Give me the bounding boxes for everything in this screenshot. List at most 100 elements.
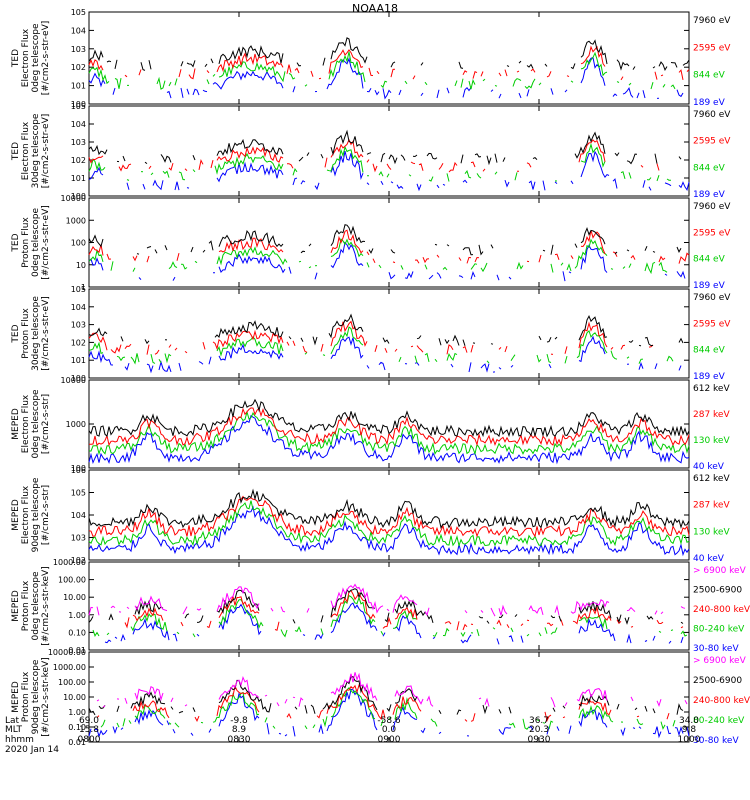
footer-time: 0900 — [378, 735, 401, 745]
series-line-2595-ev — [89, 140, 689, 172]
y-tick-label: 103 — [71, 534, 86, 543]
legend-entry: 40 keV — [693, 554, 725, 564]
y-tick-label: 1000.00 — [53, 663, 86, 672]
y-tick-label: 103 — [71, 321, 86, 330]
legend-entry: 80-240 keV — [693, 625, 745, 635]
series-line-844-ev — [89, 52, 685, 89]
y-tick-label: 10.00 — [63, 593, 86, 602]
y-tick-label: 100 — [71, 192, 86, 201]
y-axis-label: TED — [11, 142, 21, 161]
series-line-80-240-kev — [92, 594, 688, 638]
y-axis-label: [#/cm2-s-str] — [41, 394, 51, 454]
y-tick-label: 100 — [71, 100, 86, 109]
legend-entry: 844 eV — [693, 163, 726, 173]
y-tick-label: 105 — [71, 8, 86, 17]
y-tick-label: 104 — [71, 511, 86, 520]
y-tick-label: 0.10 — [68, 628, 86, 637]
y-axis-label: 90deg telescope — [31, 477, 41, 552]
y-tick-label: 105 — [71, 285, 86, 294]
series-line-2595-ev — [88, 229, 690, 264]
y-tick-label: 104 — [71, 303, 86, 312]
series-line-287-kev — [88, 495, 690, 538]
legend-entry: 287 keV — [693, 410, 730, 420]
series-line--6900-kev — [89, 585, 689, 617]
y-axis-label: [#/cm2-s-str-eV] — [41, 296, 51, 371]
legend-entry: 844 eV — [693, 71, 726, 81]
y-axis-label: MEPED — [11, 499, 21, 531]
y-axis-label: Electron Flux — [21, 485, 31, 544]
y-axis-label: Electron Flux — [21, 121, 31, 180]
legend-entry: 130 keV — [693, 436, 730, 446]
y-axis-label: 90deg telescope — [31, 659, 41, 734]
footer-lat: 36.7 — [529, 716, 549, 726]
legend-entry: > 6900 keV — [693, 566, 747, 576]
y-axis-label: MEPED — [11, 590, 21, 622]
footer-time: 0800 — [78, 735, 101, 745]
series-line-189-ev — [88, 335, 682, 374]
series-line-130-kev — [88, 410, 690, 456]
y-axis-label: 30deg telescope — [31, 113, 41, 188]
series-line-844-ev — [89, 239, 689, 273]
panel-6: 102 103 104 105 106 MEPED Electron Flux 90deg t… — [11, 466, 730, 565]
y-axis-label: MEPED — [11, 681, 21, 713]
y-axis-label: Electron Flux — [21, 394, 31, 453]
series-line-240-800-kev — [124, 589, 684, 631]
y-tick-label: 1 — [81, 283, 86, 292]
series-line-189-ev — [89, 58, 687, 99]
y-axis-label: [#/cm2-s-str-eV] — [41, 21, 51, 96]
y-tick-label: 101 — [71, 174, 86, 183]
y-tick-label: 103 — [71, 138, 86, 147]
legend-entry: 130 keV — [693, 527, 730, 537]
y-tick-label: 101 — [71, 82, 86, 91]
y-axis-label: Electron Flux — [21, 28, 31, 87]
legend-entry: 240-800 keV — [693, 605, 750, 615]
series-line--6900-kev — [96, 672, 688, 708]
series-line-7960-ev — [88, 37, 690, 71]
y-tick-label: 102 — [71, 156, 86, 165]
legend-entry: 189 eV — [693, 190, 726, 200]
series-line-40-kev — [88, 505, 690, 557]
legend-entry: 40 keV — [693, 462, 725, 472]
legend-entry: 240-800 keV — [693, 696, 750, 706]
panel-3: 1 10 100 1000 10000 TED Proton Flux 0deg telesc… — [11, 194, 731, 292]
panel-2: 100 101 102 103 104 105 TED Electron Flux 30deg … — [11, 102, 731, 201]
footer-lat: -9.8 — [230, 716, 248, 726]
legend-entry: 612 keV — [693, 384, 730, 394]
y-tick-label: 104 — [71, 26, 86, 35]
y-axis-label: [#/cm2-s-str-eV] — [41, 205, 51, 280]
y-axis-label: [#/cm2-s-str] — [41, 485, 51, 545]
y-tick-label: 100 — [71, 464, 86, 473]
footer-mlt: 8.9 — [232, 725, 247, 735]
footer-lat: 69.0 — [79, 716, 99, 726]
y-tick-label: 102 — [71, 338, 86, 347]
legend-entry: 189 eV — [693, 98, 726, 108]
footer-mlt: 20.3 — [529, 725, 549, 735]
legend-entry: 844 eV — [693, 255, 726, 265]
y-axis-label: TED — [11, 49, 21, 68]
y-tick-label: 100.00 — [58, 576, 86, 585]
y-axis-label: Proton Flux — [21, 671, 31, 722]
footer-mlt: 15.8 — [79, 725, 99, 735]
footer-lat: -58.6 — [377, 716, 401, 726]
footer-row-label: hhmm — [5, 735, 34, 745]
y-tick-label: 100 — [71, 239, 86, 248]
y-axis-label: 30deg telescope — [31, 296, 41, 371]
series-line-2500-6900 — [89, 677, 687, 715]
legend-entry: 2595 eV — [693, 319, 731, 329]
y-tick-label: 1000 — [66, 216, 86, 225]
y-tick-label: 1.00 — [68, 611, 86, 620]
legend-entry: 189 eV — [693, 372, 726, 382]
series-line-612-kev — [88, 488, 690, 529]
panel-frame — [88, 469, 690, 561]
y-tick-label: 101 — [71, 356, 86, 365]
legend-entry: 844 eV — [693, 346, 726, 356]
footer-mlt: 0.0 — [382, 725, 397, 735]
legend-entry: > 6900 keV — [693, 656, 747, 666]
series-line-40-kev — [88, 414, 690, 465]
legend-entry: 189 eV — [693, 281, 726, 291]
y-tick-label: 104 — [71, 120, 86, 129]
series-line-189-ev — [89, 243, 689, 281]
y-axis-label: 0deg telescope — [31, 208, 41, 278]
y-tick-label: 103 — [71, 45, 86, 54]
y-axis-label: 0deg telescope — [31, 389, 41, 459]
